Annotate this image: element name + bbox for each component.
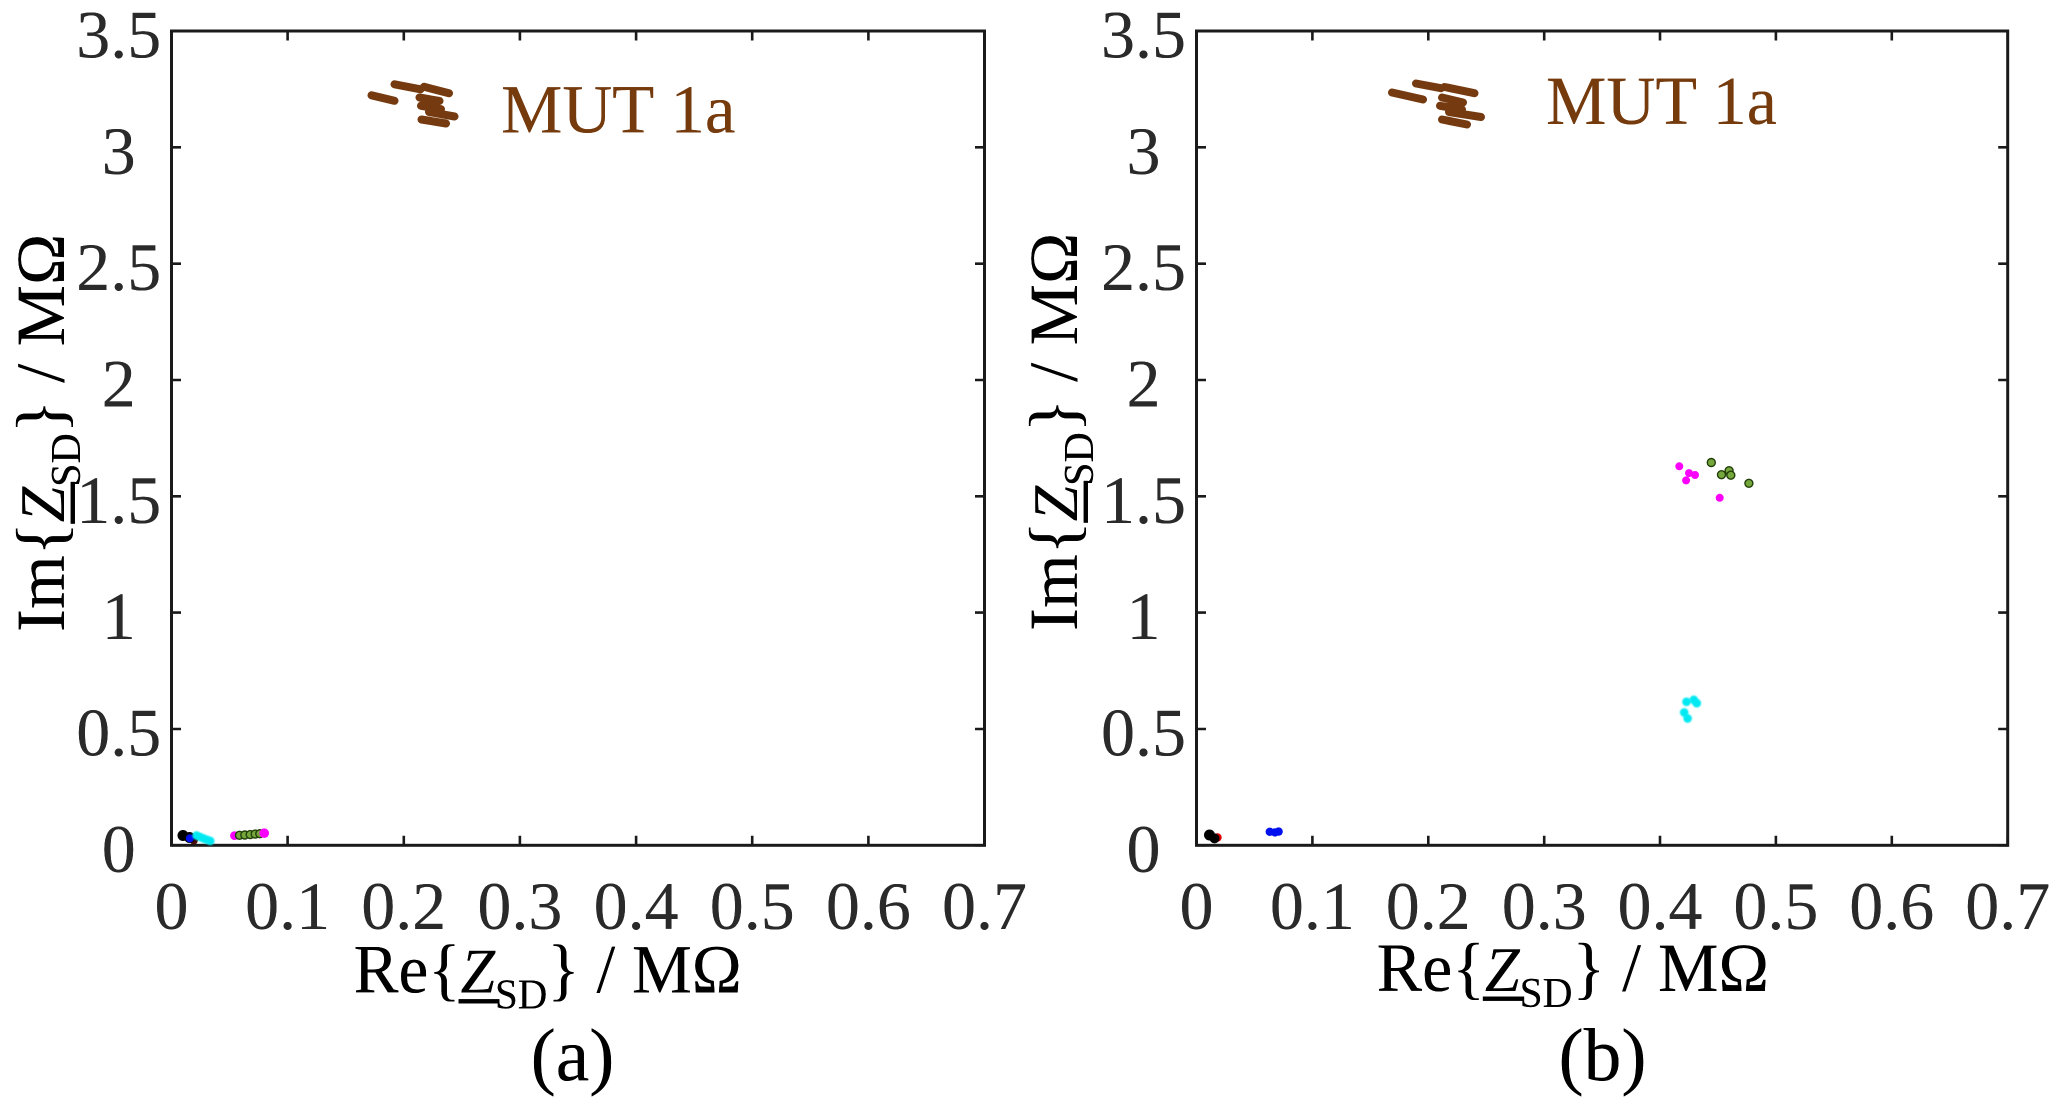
svg-text:0.3: 0.3 (477, 868, 562, 944)
svg-text:0.4: 0.4 (594, 868, 679, 944)
svg-text:1.5: 1.5 (1101, 462, 1186, 538)
svg-text:0.1: 0.1 (245, 868, 330, 944)
svg-text:2: 2 (1127, 346, 1161, 422)
svg-text:3: 3 (102, 113, 136, 189)
svg-text:0.4: 0.4 (1618, 868, 1703, 944)
svg-text:MUT 1a: MUT 1a (1546, 63, 1777, 140)
svg-text:3.5: 3.5 (1101, 0, 1186, 73)
svg-text:3: 3 (1127, 113, 1161, 189)
svg-text:0: 0 (1180, 868, 1214, 944)
svg-text:1.5: 1.5 (76, 462, 161, 538)
svg-text:2: 2 (102, 346, 136, 422)
svg-text:0.5: 0.5 (1733, 868, 1818, 944)
svg-text:(a): (a) (531, 1015, 615, 1098)
svg-text:0.2: 0.2 (361, 868, 446, 944)
svg-text:0.2: 0.2 (1386, 868, 1471, 944)
svg-text:2.5: 2.5 (76, 229, 161, 305)
svg-text:0: 0 (1127, 811, 1161, 887)
svg-text:0.5: 0.5 (1101, 695, 1186, 771)
svg-text:2.5: 2.5 (1101, 229, 1186, 305)
svg-text:0.6: 0.6 (1849, 868, 1934, 944)
svg-text:0.3: 0.3 (1502, 868, 1587, 944)
svg-text:Re{ZSD} / MΩ: Re{ZSD} / MΩ (354, 931, 742, 1018)
svg-text:(b): (b) (1558, 1015, 1646, 1098)
svg-text:MUT 1a: MUT 1a (501, 72, 735, 148)
svg-text:0.6: 0.6 (826, 868, 911, 944)
svg-text:0: 0 (102, 811, 136, 887)
svg-text:Im{ZSD} / MΩ: Im{ZSD} / MΩ (1016, 233, 1103, 631)
svg-text:0: 0 (155, 868, 189, 944)
svg-text:0.5: 0.5 (76, 695, 161, 771)
svg-text:0.5: 0.5 (710, 868, 795, 944)
svg-text:0.7: 0.7 (942, 868, 1027, 944)
svg-text:Im{ZSD} / MΩ: Im{ZSD} / MΩ (3, 234, 90, 632)
svg-text:1: 1 (1127, 578, 1161, 654)
svg-text:3.5: 3.5 (76, 0, 161, 73)
svg-text:0.7: 0.7 (1965, 868, 2050, 944)
svg-text:1: 1 (102, 578, 136, 654)
svg-text:0.1: 0.1 (1270, 868, 1355, 944)
svg-text:Re{ZSD} / MΩ: Re{ZSD} / MΩ (1377, 930, 1769, 1018)
